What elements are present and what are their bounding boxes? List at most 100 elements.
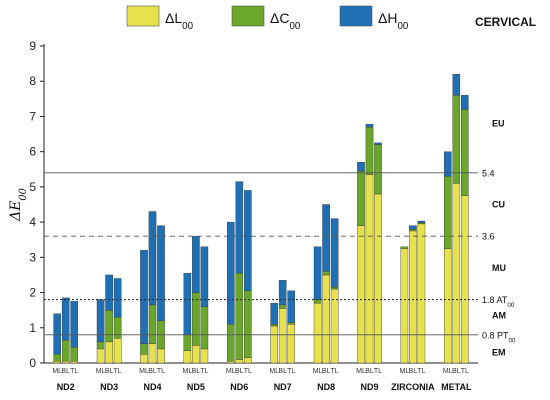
y-tick-label: 4 [29,215,36,229]
y-tick-label: 6 [29,145,36,159]
group-label: ND9 [360,382,378,392]
bar-segment-nd8-tl-dC [330,287,339,290]
bar-segment-nd7-bl-dL [278,308,287,364]
y-tick-label: 2 [29,286,36,300]
bar-segment-nd5-ml-dL [183,350,192,364]
bar-label: BL [192,368,201,375]
bar-segment-nd3-ml-dC [96,341,105,350]
bar-segment-metal-tl-dH [461,95,469,110]
bar-segment-nd4-ml-dC [140,343,148,355]
bar-segment-nd5-bl-dL [192,345,200,364]
bar-label: ML [313,368,323,375]
bar-segment-metal-bl-dL [452,183,461,364]
bar-segment-nd9-tl-dH [374,142,382,145]
legend-label-dL: ΔL00 [165,10,194,32]
bar-segment-zirconia-bl-dH [409,225,417,230]
bar-label: BL [148,368,157,375]
bar-segment-nd3-tl-dL [113,338,122,364]
bar-segment-nd2-bl-dL [61,361,70,364]
bar-label: ML [226,368,236,375]
bar-label: TL [244,368,252,375]
bar-segment-nd2-tl-dH [70,301,78,348]
bar-segment-nd8-bl-dC [322,271,330,276]
group-label: METAL [441,382,472,392]
bar-label: BL [105,368,114,375]
bar-segment-nd8-ml-dL [313,302,322,364]
bars [53,73,469,364]
bar-segment-metal-ml-dH [444,151,452,177]
bar-label: TL [287,368,295,375]
y-tick-label: 3 [29,250,36,264]
zone-label-eu: EU [492,118,505,128]
bar-segment-nd6-bl-dL [235,359,244,364]
bar-segment-zirconia-bl-dL [409,230,417,364]
bar-label: ML [139,368,149,375]
reference-label-5.4: 5.4 [482,168,495,178]
bar-segment-nd8-bl-dL [322,274,330,364]
bar-segment-nd9-bl-dC [365,126,374,175]
reference-label-3.6: 3.6 [482,232,495,242]
bar-segment-zirconia-ml-dL [400,248,409,364]
bar-label: ML [443,368,453,375]
bar-label: BL [235,368,244,375]
bar-segment-nd6-ml-dC [226,324,235,362]
y-tick-label: 9 [29,39,36,53]
bar-segment-nd5-tl-dL [200,348,209,364]
legend-swatch-dH [339,5,373,27]
y-tick-label: 1 [29,321,36,335]
legend-swatch-dL [126,5,160,27]
bar-label: TL [157,368,165,375]
bar-segment-nd7-ml-dC [270,324,279,327]
group-label: ND4 [143,382,161,392]
bar-label: TL [331,368,339,375]
legend-swatch-dC [231,5,265,27]
bar-segment-nd5-bl-dC [192,292,200,346]
bar-segment-metal-ml-dC [444,176,452,249]
group-label: ND7 [274,382,292,392]
bar-segment-nd5-ml-dC [183,334,192,351]
bar-segment-nd9-ml-dC [357,170,365,226]
group-label: ND8 [317,382,335,392]
bar-segment-nd4-tl-dH [157,225,165,321]
zone-label-em: EM [492,347,506,357]
bar-label: BL [409,368,418,375]
bar-label: ML [356,368,366,375]
zone-labels: EU CU MU AM EM [492,118,506,357]
bar-segment-nd7-tl-dL [287,324,296,364]
bar-segment-nd2-ml-dL [53,361,61,364]
bar-segment-zirconia-bl-dC [409,228,417,232]
bar-segment-nd7-ml-dL [270,325,279,364]
bar-label: TL [417,368,425,375]
legend-label-dH: ΔH00 [378,10,409,32]
reference-label-1.8: 1.8 AT00 [482,295,515,309]
y-tick-label: 8 [29,74,36,88]
legend-label-dC: ΔC00 [270,10,301,32]
zone-label-cu: CU [492,200,505,210]
bar-segment-nd2-tl-dC [70,346,78,362]
bar-label: TL [374,368,382,375]
zone-label-am: AM [492,310,506,320]
bar-segment-nd7-tl-dC [287,322,296,325]
bar-segment-nd4-bl-dC [148,304,157,344]
bar-segment-metal-tl-dC [461,109,469,196]
bar-segment-nd9-tl-dC [374,144,382,195]
y-axis-label: ΔE00 [8,188,29,222]
bar-segment-nd6-tl-dC [243,290,252,358]
bar-segment-nd3-tl-dH [113,278,122,318]
bar-segment-nd3-ml-dH [96,299,105,343]
bar-label: BL [452,368,461,375]
bar-segment-nd3-ml-dL [96,348,105,364]
bar-label: TL [70,368,78,375]
bar-segment-nd8-tl-dH [330,218,339,288]
bar-label: TL [114,368,122,375]
bar-segment-nd9-bl-dH [365,123,374,128]
bar-label: BL [322,368,331,375]
bar-segment-nd6-tl-dL [243,357,252,364]
reference-label-0.8: 0.8 PT00 [482,330,516,344]
bar-segment-nd2-bl-dH [61,297,70,341]
bar-segment-nd2-ml-dH [53,313,61,355]
bar-segment-nd4-ml-dL [140,353,148,364]
bar-segment-nd6-ml-dH [226,221,235,325]
